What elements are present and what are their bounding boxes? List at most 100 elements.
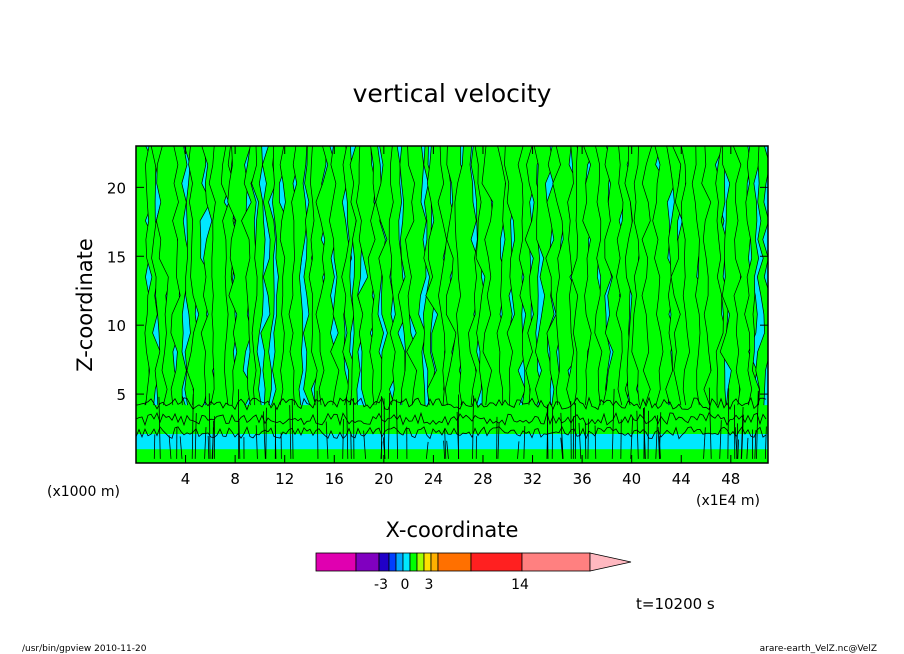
surface-contour-spike bbox=[396, 399, 399, 459]
surface-contour-spike bbox=[523, 426, 526, 459]
x-tick-label: 16 bbox=[325, 470, 344, 488]
surface-contour-spike bbox=[740, 407, 744, 459]
x-tick-label: 12 bbox=[275, 470, 294, 488]
colorbar-swatch bbox=[437, 552, 472, 572]
colorbar-swatch bbox=[430, 552, 439, 572]
x-tick-label: 44 bbox=[672, 470, 691, 488]
y-tick-label: 15 bbox=[107, 248, 126, 266]
surface-contour-spike bbox=[346, 396, 349, 459]
colorbar-label: 3 bbox=[425, 577, 434, 593]
x-tick-label: 48 bbox=[721, 470, 740, 488]
colorbar-swatch bbox=[521, 552, 591, 572]
plot-area bbox=[135, 145, 769, 464]
surface-contour-spike bbox=[363, 430, 366, 459]
x-unit-right-label: (x1E4 m) bbox=[696, 493, 760, 509]
colorbar-label: -3 bbox=[374, 577, 388, 593]
surface-contour-spike bbox=[764, 426, 767, 459]
turbulence-contour bbox=[136, 396, 767, 411]
surface-contour-spike bbox=[472, 395, 474, 459]
footer-right: arare-earth_VelZ.nc@VelZ bbox=[760, 644, 877, 654]
surface-contour-spike bbox=[265, 407, 267, 459]
y-tick-label: 10 bbox=[107, 317, 126, 335]
colorbar-swatch bbox=[423, 552, 432, 572]
surface-contour-spike bbox=[380, 441, 383, 459]
surface-contour-spike bbox=[153, 434, 156, 459]
surface-contour-spike bbox=[517, 441, 520, 459]
y-tick-label: 20 bbox=[107, 179, 126, 197]
footer-left: /usr/bin/gpview 2010-11-20 bbox=[22, 644, 147, 654]
colorbar-swatch bbox=[355, 552, 380, 572]
surface-updraft-strip bbox=[136, 449, 768, 463]
colorbar-swatch bbox=[402, 552, 411, 572]
surface-contour-spike bbox=[642, 408, 646, 459]
surface-contour-spike bbox=[594, 425, 597, 459]
surface-contour-spike bbox=[719, 420, 722, 459]
colorbar-swatch bbox=[315, 552, 357, 572]
x-tick-label: 24 bbox=[424, 470, 443, 488]
x-tick-label: 28 bbox=[473, 470, 492, 488]
x-tick-label: 8 bbox=[230, 470, 240, 488]
surface-contour-spike bbox=[289, 405, 292, 459]
surface-contour-spike bbox=[208, 393, 211, 459]
surface-contour-spike bbox=[443, 440, 446, 459]
surface-contour-spike bbox=[708, 387, 712, 459]
surface-contour-spike bbox=[274, 425, 277, 459]
x-tick-label: 36 bbox=[573, 470, 592, 488]
surface-contour-spike bbox=[255, 425, 258, 459]
surface-downdraft-band bbox=[136, 434, 768, 450]
colorbar-label: 14 bbox=[511, 577, 529, 593]
updraft-plume bbox=[288, 146, 308, 409]
x-axis: 4 8 12 16 20 24 28 32 36 40 44 48 bbox=[181, 146, 740, 488]
colorbar-extend-arrow bbox=[589, 552, 632, 572]
surface-contour-spike bbox=[262, 411, 266, 459]
y-tick-label: 5 bbox=[116, 386, 126, 404]
colorbar-swatch bbox=[388, 552, 397, 572]
colorbar-swatch bbox=[470, 552, 523, 572]
surface-contour-spike bbox=[736, 423, 738, 459]
updraft-plume bbox=[341, 146, 357, 409]
updraft-plume bbox=[251, 146, 266, 409]
surface-contour-spike bbox=[194, 413, 197, 459]
updraft-plume bbox=[388, 146, 407, 409]
surface-contour-spike bbox=[383, 398, 386, 459]
surface-contour-spike bbox=[546, 405, 549, 459]
surface-contour-spike bbox=[446, 440, 449, 459]
turbulence-contour bbox=[136, 425, 767, 440]
surface-contour-spike bbox=[497, 422, 500, 459]
x-tick-label: 20 bbox=[374, 470, 393, 488]
x-axis-label: X-coordinate bbox=[386, 518, 519, 542]
surface-contour-spike bbox=[727, 388, 730, 459]
surface-contour-spike bbox=[212, 420, 214, 459]
surface-contour-spike bbox=[191, 394, 194, 459]
colorbar-swatch bbox=[416, 552, 425, 572]
surface-contour-spike bbox=[207, 435, 210, 459]
updraft-plume bbox=[744, 146, 761, 409]
surface-contour-spike bbox=[578, 422, 582, 459]
surface-contour-spike bbox=[316, 390, 319, 459]
surface-contour-spike bbox=[737, 439, 740, 459]
surface-contour-spike bbox=[168, 435, 172, 459]
colorbar-swatch bbox=[409, 552, 418, 572]
surface-contour-spike bbox=[425, 441, 429, 459]
surface-contour-spike bbox=[342, 419, 344, 459]
surface-contour-spike bbox=[158, 396, 161, 459]
x-tick-label: 32 bbox=[523, 470, 542, 488]
y-axis-label: Z-coordinate bbox=[73, 238, 97, 372]
y-axis: 5 10 15 20 bbox=[107, 179, 768, 404]
surface-contour-spike bbox=[350, 432, 352, 459]
updraft-plume bbox=[504, 146, 528, 409]
velocity-field bbox=[136, 146, 768, 463]
surface-contour-spike bbox=[746, 437, 749, 459]
plot-frame bbox=[135, 145, 769, 464]
surface-contour-spike bbox=[325, 421, 329, 459]
surface-contour-spike bbox=[238, 420, 241, 459]
updraft-plume bbox=[367, 146, 387, 409]
colorbar-swatch bbox=[378, 552, 390, 572]
surface-contour-spike bbox=[560, 412, 564, 459]
surface-contour-spike bbox=[655, 415, 659, 459]
updraft-plume bbox=[423, 146, 436, 409]
surface-contour-spike bbox=[659, 412, 662, 459]
updraft-plume bbox=[260, 146, 277, 409]
surface-contour-spike bbox=[444, 428, 447, 459]
